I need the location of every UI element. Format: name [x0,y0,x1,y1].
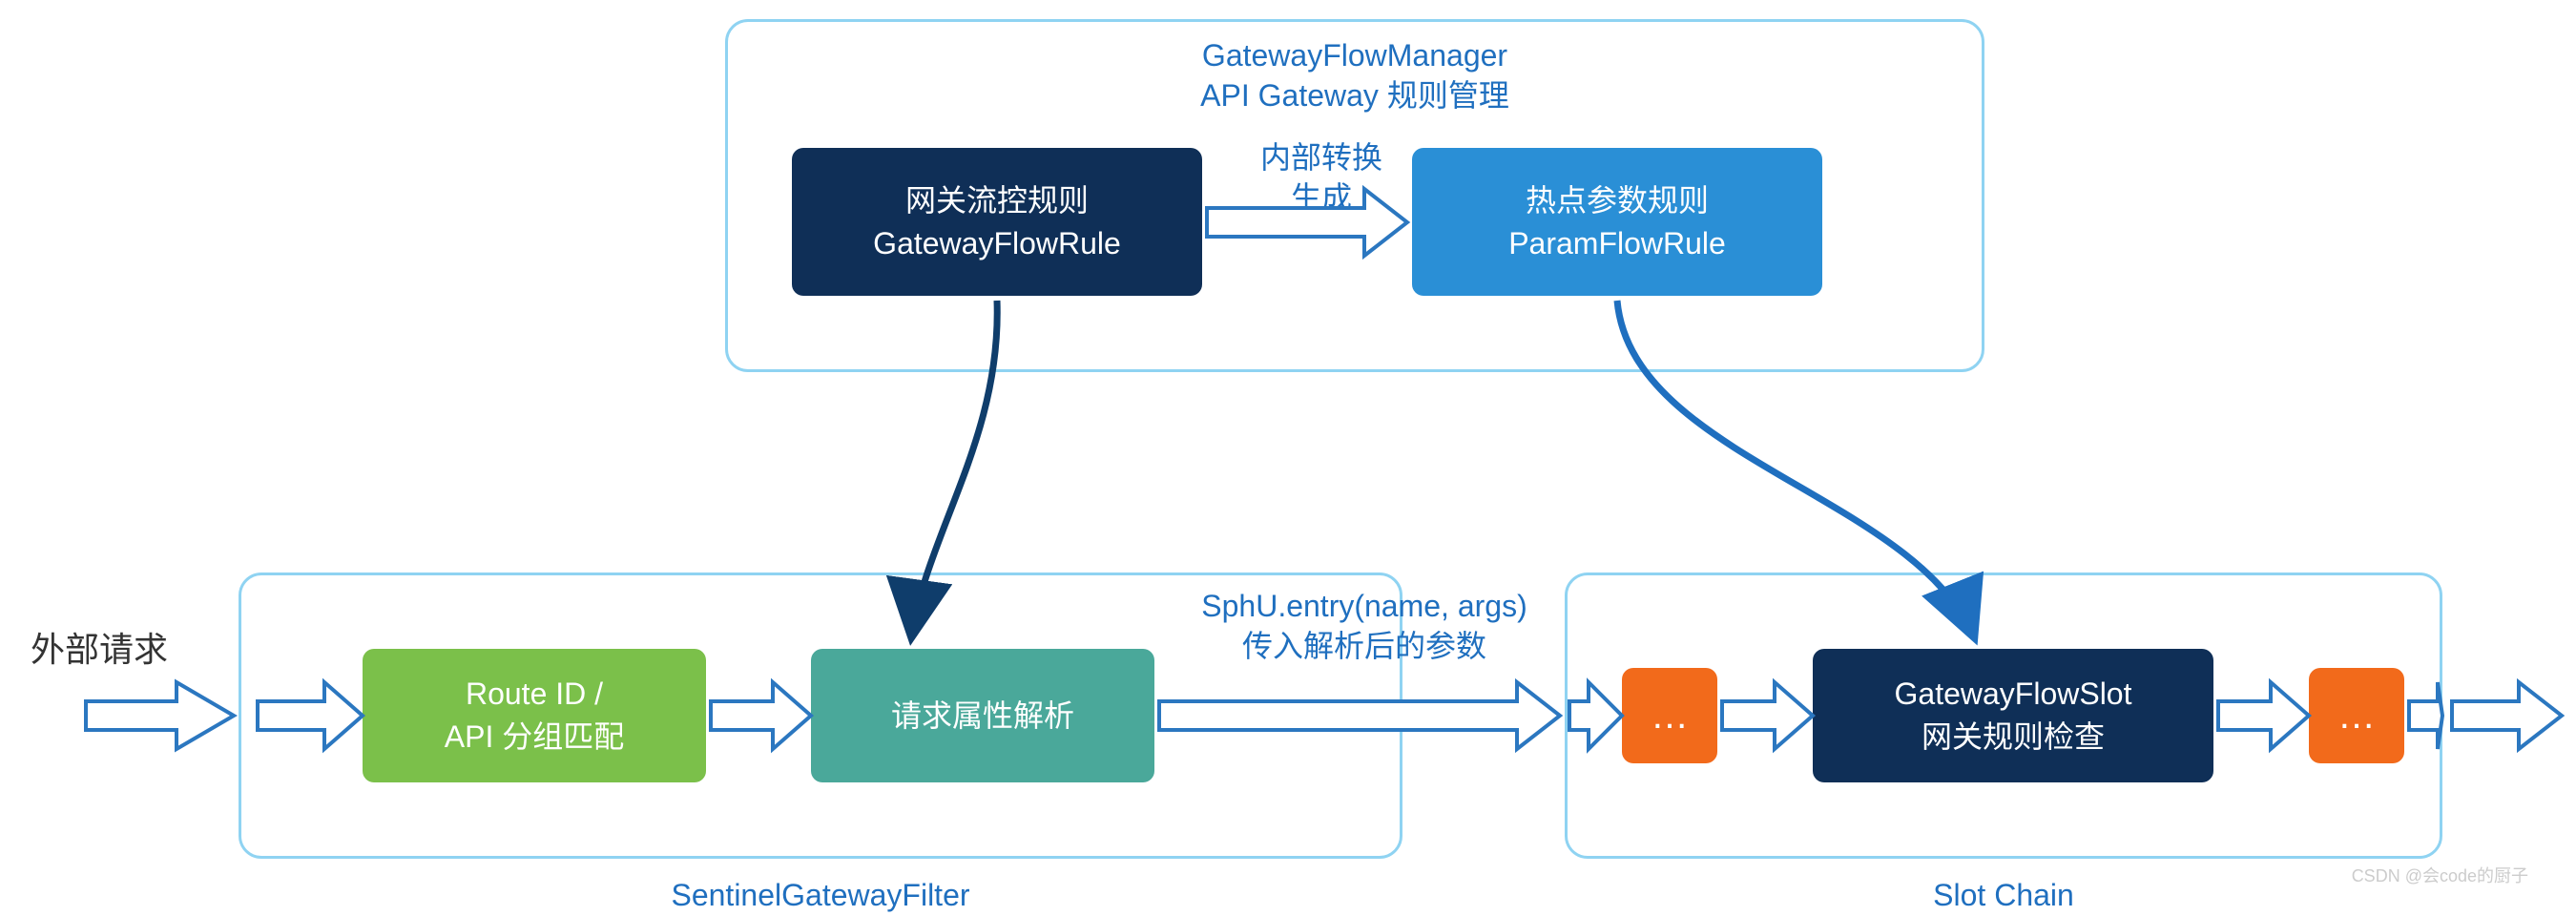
pfr-line2: ParamFlowRule [1508,222,1726,265]
watermark: CSDN @会code的厨子 [2352,863,2528,887]
param-flow-rule-node: 热点参数规则 ParamFlowRule [1412,148,1822,296]
convert-label: 内部转换 生成 [1245,138,1398,218]
sphu-line2: 传入解析后的参数 [1174,627,1555,667]
arrow-exit [2452,682,2562,749]
route-id-line2: API 分组匹配 [445,716,624,759]
gfm-title-1: GatewayFlowManager [725,36,1984,76]
convert-line1: 内部转换 [1245,138,1398,178]
gfr-line1: 网关流控规则 [905,179,1089,222]
parse-node: 请求属性解析 [811,649,1154,782]
sphu-label: SphU.entry(name, args) 传入解析后的参数 [1174,587,1555,666]
gfs-line2: 网关规则检查 [1922,716,2105,759]
sphu-line1: SphU.entry(name, args) [1174,587,1555,627]
convert-line2: 生成 [1245,178,1398,219]
gfs-line1: GatewayFlowSlot [1895,673,2132,716]
gateway-flow-manager-title: GatewayFlowManager API Gateway 规则管理 [725,36,1984,115]
arrow-ext-to-filter [86,682,234,749]
slot-chain-label: Slot Chain [1565,876,2442,916]
route-id-line1: Route ID / [466,673,603,716]
parse-line1: 请求属性解析 [891,695,1074,738]
pfr-line1: 热点参数规则 [1526,179,1709,222]
gateway-flow-rule-node: 网关流控规则 GatewayFlowRule [792,148,1202,296]
slot-ellipsis-1: … [1622,668,1717,763]
slot-ellipsis-2: … [2309,668,2404,763]
gateway-flow-slot-node: GatewayFlowSlot 网关规则检查 [1813,649,2213,782]
gfm-title-2: API Gateway 规则管理 [725,76,1984,116]
route-id-node: Route ID / API 分组匹配 [363,649,706,782]
sentinel-gateway-filter-label: SentinelGatewayFilter [239,876,1402,916]
gfr-line2: GatewayFlowRule [873,222,1121,265]
external-request-label: 外部请求 [31,628,168,673]
